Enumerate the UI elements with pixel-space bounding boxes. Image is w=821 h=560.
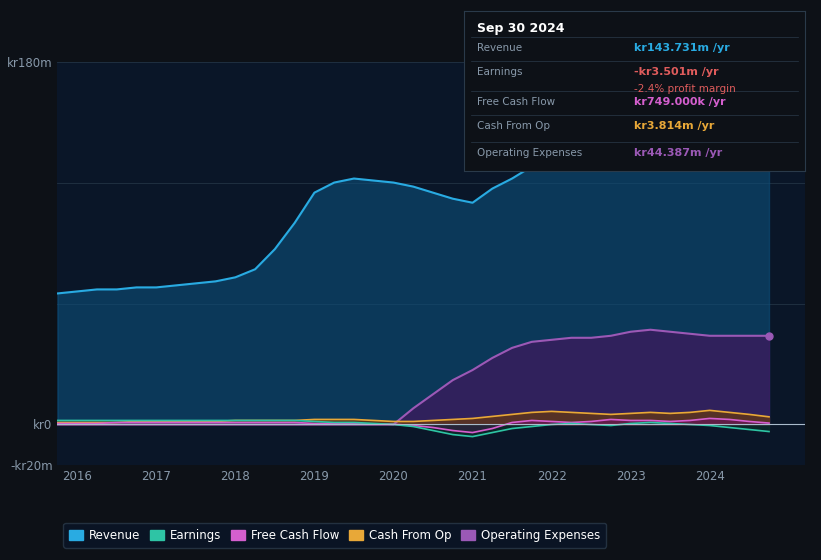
Text: Free Cash Flow: Free Cash Flow	[478, 97, 556, 107]
Text: -2.4% profit margin: -2.4% profit margin	[635, 85, 736, 95]
Text: -kr3.501m /yr: -kr3.501m /yr	[635, 67, 719, 77]
Text: Earnings: Earnings	[478, 67, 523, 77]
Text: Sep 30 2024: Sep 30 2024	[478, 22, 565, 35]
Text: kr143.731m /yr: kr143.731m /yr	[635, 43, 730, 53]
Text: kr44.387m /yr: kr44.387m /yr	[635, 148, 722, 158]
Legend: Revenue, Earnings, Free Cash Flow, Cash From Op, Operating Expenses: Revenue, Earnings, Free Cash Flow, Cash …	[63, 523, 606, 548]
Text: kr3.814m /yr: kr3.814m /yr	[635, 121, 714, 131]
Text: Operating Expenses: Operating Expenses	[478, 148, 583, 158]
Text: kr749.000k /yr: kr749.000k /yr	[635, 97, 726, 107]
Text: Cash From Op: Cash From Op	[478, 121, 551, 131]
Text: Revenue: Revenue	[478, 43, 523, 53]
